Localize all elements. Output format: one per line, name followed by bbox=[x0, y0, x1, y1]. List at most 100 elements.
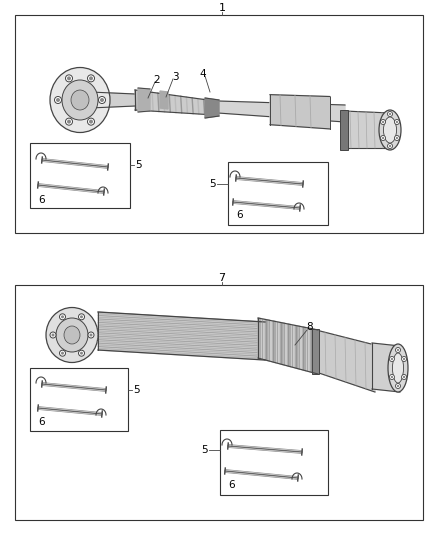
Ellipse shape bbox=[64, 326, 80, 344]
Circle shape bbox=[66, 118, 73, 125]
Ellipse shape bbox=[384, 117, 396, 143]
Circle shape bbox=[54, 96, 61, 103]
Polygon shape bbox=[138, 88, 150, 112]
Circle shape bbox=[395, 119, 399, 125]
Polygon shape bbox=[314, 329, 318, 374]
Text: 5: 5 bbox=[135, 160, 141, 170]
Circle shape bbox=[67, 76, 71, 80]
Circle shape bbox=[382, 121, 384, 123]
Circle shape bbox=[389, 375, 395, 379]
Text: 5: 5 bbox=[209, 179, 216, 189]
Polygon shape bbox=[372, 343, 400, 392]
Polygon shape bbox=[258, 318, 262, 359]
Circle shape bbox=[60, 314, 66, 320]
Circle shape bbox=[52, 334, 54, 336]
Polygon shape bbox=[296, 326, 299, 369]
Polygon shape bbox=[262, 319, 265, 360]
Bar bbox=[312, 329, 319, 374]
Ellipse shape bbox=[56, 318, 88, 352]
Circle shape bbox=[88, 332, 94, 338]
Ellipse shape bbox=[46, 308, 98, 362]
Polygon shape bbox=[277, 322, 280, 364]
Polygon shape bbox=[292, 325, 296, 368]
Text: 6: 6 bbox=[38, 417, 45, 427]
Polygon shape bbox=[90, 92, 135, 108]
Polygon shape bbox=[303, 327, 307, 371]
Ellipse shape bbox=[392, 353, 403, 383]
Bar bbox=[15, 15, 423, 233]
Circle shape bbox=[397, 385, 399, 387]
Circle shape bbox=[395, 135, 399, 141]
Bar bbox=[15, 285, 423, 520]
Circle shape bbox=[78, 314, 85, 320]
Circle shape bbox=[66, 75, 73, 82]
Circle shape bbox=[396, 121, 398, 123]
Circle shape bbox=[80, 352, 83, 354]
Bar bbox=[228, 162, 328, 225]
Circle shape bbox=[381, 135, 385, 141]
Circle shape bbox=[396, 137, 398, 139]
Circle shape bbox=[80, 316, 83, 318]
Text: 1: 1 bbox=[219, 3, 226, 13]
Polygon shape bbox=[135, 90, 215, 115]
Text: 6: 6 bbox=[236, 210, 243, 220]
Circle shape bbox=[56, 98, 60, 102]
Circle shape bbox=[61, 352, 64, 354]
Text: 5: 5 bbox=[201, 445, 208, 455]
Bar bbox=[30, 143, 130, 208]
Circle shape bbox=[396, 384, 400, 389]
Circle shape bbox=[396, 348, 400, 352]
Text: 3: 3 bbox=[172, 72, 178, 82]
Circle shape bbox=[389, 357, 395, 361]
Text: 6: 6 bbox=[38, 195, 45, 205]
Polygon shape bbox=[265, 319, 269, 361]
Polygon shape bbox=[307, 328, 311, 372]
Circle shape bbox=[89, 334, 92, 336]
Polygon shape bbox=[280, 322, 284, 365]
Bar bbox=[30, 368, 128, 431]
Circle shape bbox=[89, 76, 93, 80]
Text: 5: 5 bbox=[133, 385, 140, 395]
Circle shape bbox=[88, 118, 95, 125]
Circle shape bbox=[388, 111, 392, 117]
Ellipse shape bbox=[388, 344, 408, 392]
Circle shape bbox=[389, 145, 391, 147]
Polygon shape bbox=[82, 328, 103, 342]
Text: 7: 7 bbox=[219, 273, 226, 283]
Circle shape bbox=[402, 357, 406, 361]
Polygon shape bbox=[160, 91, 168, 109]
Circle shape bbox=[50, 332, 56, 338]
Circle shape bbox=[388, 143, 392, 149]
Polygon shape bbox=[218, 101, 345, 122]
Bar bbox=[340, 110, 348, 150]
Circle shape bbox=[99, 96, 106, 103]
Text: 8: 8 bbox=[307, 322, 313, 332]
Text: 6: 6 bbox=[228, 480, 235, 490]
Circle shape bbox=[88, 75, 95, 82]
Circle shape bbox=[403, 358, 405, 360]
Ellipse shape bbox=[62, 80, 98, 120]
Text: 2: 2 bbox=[154, 75, 160, 85]
Circle shape bbox=[67, 119, 71, 124]
Polygon shape bbox=[269, 320, 273, 362]
Circle shape bbox=[391, 358, 393, 360]
Polygon shape bbox=[311, 328, 314, 373]
Text: 4: 4 bbox=[200, 69, 206, 79]
Ellipse shape bbox=[50, 68, 110, 133]
Polygon shape bbox=[270, 95, 330, 129]
Circle shape bbox=[61, 316, 64, 318]
Polygon shape bbox=[316, 330, 375, 392]
Circle shape bbox=[382, 137, 384, 139]
Circle shape bbox=[403, 376, 405, 378]
Bar bbox=[220, 430, 328, 495]
Polygon shape bbox=[258, 318, 318, 374]
Polygon shape bbox=[288, 324, 292, 367]
Ellipse shape bbox=[379, 110, 401, 150]
Circle shape bbox=[78, 350, 85, 356]
Polygon shape bbox=[299, 326, 303, 370]
Ellipse shape bbox=[71, 90, 89, 110]
Polygon shape bbox=[284, 323, 288, 366]
Circle shape bbox=[389, 113, 391, 115]
Circle shape bbox=[397, 349, 399, 351]
Circle shape bbox=[100, 98, 104, 102]
